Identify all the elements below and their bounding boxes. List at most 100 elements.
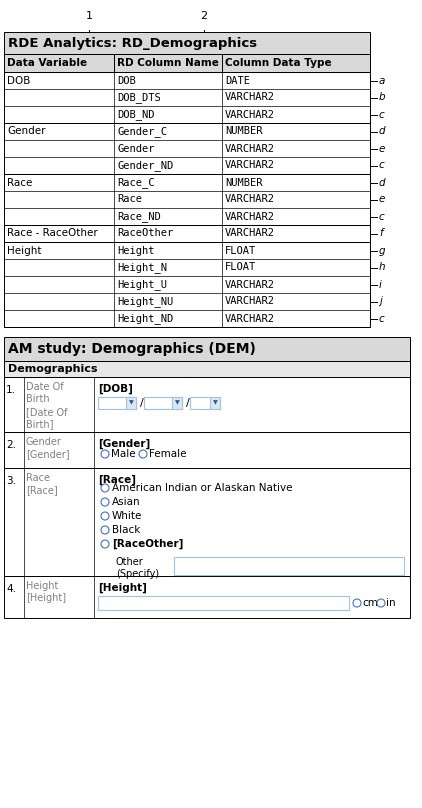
Text: VARCHAR2: VARCHAR2 (225, 110, 275, 120)
Bar (4, 174, 370, 191)
Bar (4, 191, 370, 208)
Circle shape (101, 526, 109, 534)
Circle shape (101, 484, 109, 492)
Text: FLOAT: FLOAT (225, 246, 256, 255)
Bar (4, 242, 370, 259)
Text: 1.: 1. (6, 385, 16, 395)
Text: cm: cm (362, 598, 378, 608)
Text: 2.: 2. (6, 440, 16, 450)
Text: b: b (379, 92, 386, 103)
Text: Female: Female (149, 449, 187, 459)
Text: a: a (379, 75, 385, 86)
Text: Gender
[Gender]: Gender [Gender] (26, 437, 70, 460)
Text: Gender_C: Gender_C (117, 126, 167, 137)
Text: FLOAT: FLOAT (225, 263, 256, 272)
Text: e: e (379, 144, 385, 154)
Text: AM study: Demographics (DEM): AM study: Demographics (DEM) (8, 342, 256, 356)
Text: Race: Race (7, 178, 32, 187)
Bar (4, 310, 370, 327)
Text: RD Column Name: RD Column Name (117, 58, 219, 68)
Bar (4, 468, 410, 576)
Text: Height_N: Height_N (117, 262, 167, 273)
Text: Asian: Asian (112, 497, 141, 507)
Text: f: f (379, 229, 383, 238)
Bar (98, 596, 349, 610)
Text: Other
(Specify): Other (Specify) (116, 557, 159, 579)
Text: VARCHAR2: VARCHAR2 (225, 195, 275, 204)
Text: VARCHAR2: VARCHAR2 (225, 161, 275, 170)
Text: g: g (379, 246, 386, 255)
Circle shape (101, 540, 109, 548)
Text: VARCHAR2: VARCHAR2 (225, 314, 275, 323)
Bar (4, 32, 370, 54)
Text: DOB_DTS: DOB_DTS (117, 92, 161, 103)
Bar (4, 293, 370, 310)
Text: DOB: DOB (117, 75, 136, 86)
Bar (210, 397, 220, 409)
Text: [Gender]: [Gender] (98, 439, 150, 449)
Bar (4, 259, 370, 276)
Text: Height_ND: Height_ND (117, 313, 173, 324)
Text: Gender: Gender (117, 144, 154, 154)
Circle shape (101, 498, 109, 506)
Bar (4, 432, 410, 468)
Bar (4, 140, 370, 157)
Text: d: d (379, 178, 386, 187)
Text: 2: 2 (200, 11, 208, 21)
Text: 1: 1 (86, 11, 92, 21)
Text: j: j (379, 297, 382, 306)
Text: c: c (379, 161, 385, 170)
Text: Height_NU: Height_NU (117, 296, 173, 307)
Circle shape (139, 450, 147, 458)
Circle shape (353, 599, 361, 607)
Circle shape (101, 512, 109, 520)
Bar (4, 123, 370, 140)
Bar (174, 557, 404, 575)
Text: ▼: ▼ (213, 401, 217, 406)
Text: [DOB]: [DOB] (98, 384, 133, 394)
Text: 4.: 4. (6, 584, 16, 594)
Text: Height
[Height]: Height [Height] (26, 581, 66, 604)
Text: h: h (379, 263, 386, 272)
Bar (144, 397, 182, 409)
Text: [Height]: [Height] (98, 583, 147, 593)
Text: i: i (379, 280, 382, 289)
Text: Column Data Type: Column Data Type (225, 58, 332, 68)
Bar (4, 72, 370, 89)
Bar (98, 397, 136, 409)
Circle shape (101, 450, 109, 458)
Text: VARCHAR2: VARCHAR2 (225, 212, 275, 221)
Text: VARCHAR2: VARCHAR2 (225, 297, 275, 306)
Text: e: e (379, 195, 385, 204)
Text: Height: Height (7, 246, 41, 255)
Text: DOB_ND: DOB_ND (117, 109, 154, 120)
Text: White: White (112, 511, 142, 521)
Text: Demographics: Demographics (8, 364, 97, 374)
Bar (126, 397, 136, 409)
Text: VARCHAR2: VARCHAR2 (225, 144, 275, 154)
Bar (4, 89, 370, 106)
Bar (4, 225, 370, 242)
Text: American Indian or Alaskan Native: American Indian or Alaskan Native (112, 483, 292, 493)
Text: Date Of
Birth
[Date Of
Birth]: Date Of Birth [Date Of Birth] (26, 382, 68, 429)
Text: NUMBER: NUMBER (225, 178, 262, 187)
Bar (4, 361, 410, 377)
Text: RaceOther: RaceOther (117, 229, 173, 238)
Text: Gender: Gender (7, 127, 46, 137)
Text: Male: Male (111, 449, 135, 459)
Text: c: c (379, 110, 385, 120)
Bar (4, 208, 370, 225)
Text: NUMBER: NUMBER (225, 127, 262, 137)
Text: d: d (379, 127, 386, 137)
Text: Race_ND: Race_ND (117, 211, 161, 222)
Text: c: c (379, 314, 385, 323)
Bar (172, 397, 182, 409)
Text: /: / (186, 398, 189, 408)
Text: VARCHAR2: VARCHAR2 (225, 229, 275, 238)
Text: ▼: ▼ (175, 401, 179, 406)
Text: RDE Analytics: RD_Demographics: RDE Analytics: RD_Demographics (8, 36, 257, 49)
Text: Race
[Race]: Race [Race] (26, 473, 58, 495)
Bar (4, 276, 370, 293)
Text: VARCHAR2: VARCHAR2 (225, 280, 275, 289)
Text: VARCHAR2: VARCHAR2 (225, 92, 275, 103)
